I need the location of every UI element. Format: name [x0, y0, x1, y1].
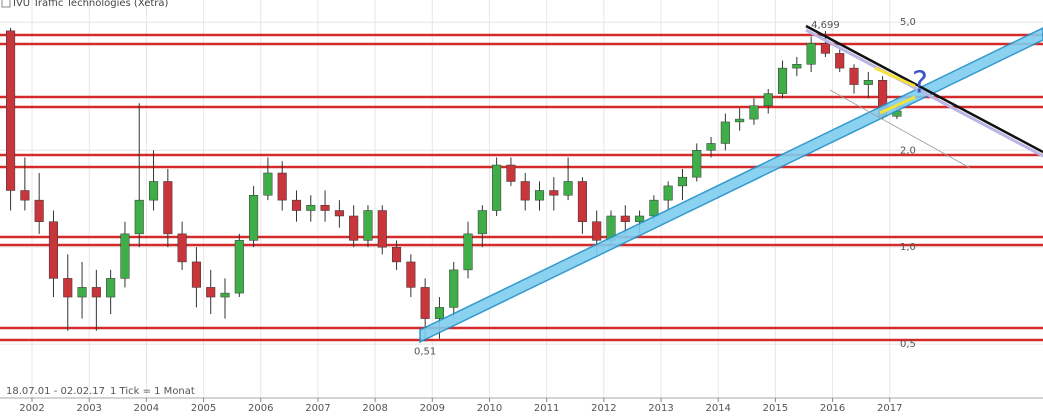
candle-body	[506, 164, 516, 182]
candle-body	[763, 93, 773, 107]
candle-body	[406, 261, 416, 288]
candle-body	[620, 215, 630, 222]
x-tick-label: 2015	[763, 403, 788, 414]
candle-body	[163, 181, 173, 235]
candle-body	[449, 269, 459, 308]
candle-body	[191, 261, 201, 288]
candle-body	[706, 143, 716, 151]
candle-body	[77, 287, 87, 298]
y-tick-label: 5,0	[900, 17, 916, 28]
candle-body	[291, 199, 302, 211]
candle-body	[277, 172, 287, 201]
candle-body	[677, 176, 688, 187]
candle-body	[91, 287, 101, 298]
candle-body	[349, 215, 359, 241]
trend-line	[805, 24, 1043, 154]
candle-body	[206, 287, 216, 298]
annotation: 4,699	[811, 20, 840, 31]
candle-body	[220, 292, 230, 298]
x-tick-label: 2012	[591, 403, 616, 414]
candle-body	[635, 215, 645, 222]
candle-body	[663, 185, 673, 201]
y-tick-label: 0,5	[900, 339, 916, 350]
candle-body	[120, 233, 130, 279]
candle-body	[392, 246, 402, 263]
candle-body	[234, 240, 244, 294]
candle-body	[134, 199, 144, 235]
x-tick-label: 2009	[420, 403, 445, 414]
candle-body	[148, 181, 159, 201]
x-tick-label: 2016	[820, 403, 845, 414]
candle-body	[106, 278, 116, 298]
candle-body	[463, 233, 473, 271]
x-tick-label: 2004	[134, 403, 159, 414]
candle-body	[863, 80, 873, 85]
candle-body	[492, 164, 502, 211]
candle-body	[320, 204, 330, 211]
candle-body	[835, 53, 845, 69]
candle-body	[520, 181, 530, 201]
candle-body	[649, 199, 659, 217]
candle-body	[434, 307, 444, 319]
x-tick-label: 2013	[648, 403, 673, 414]
date-range: 18.07.01 - 02.02.17	[6, 386, 105, 397]
candle-body	[777, 67, 788, 94]
x-tick-label: 2011	[534, 403, 559, 414]
support-levels	[0, 33, 1043, 342]
trend-line	[805, 28, 1043, 158]
candle-body	[6, 30, 16, 191]
x-tick-label: 2007	[305, 403, 330, 414]
x-tick-label: 2008	[362, 403, 387, 414]
candle-body	[577, 181, 587, 222]
candle-body	[720, 121, 730, 144]
candle-body	[592, 221, 602, 241]
candle-body	[534, 190, 545, 201]
y-tick-label: 1,0	[900, 242, 916, 253]
candle-body	[549, 190, 559, 196]
x-tick-label: 2014	[705, 403, 730, 414]
x-tick-label: 2002	[19, 403, 44, 414]
candle-body	[20, 190, 30, 201]
candle-body	[420, 287, 430, 319]
candle-body	[34, 199, 44, 222]
candle-body	[63, 278, 73, 298]
candle-body	[792, 64, 802, 69]
candle-body	[820, 43, 830, 54]
candle-body	[334, 210, 344, 217]
candle-body	[749, 105, 759, 120]
candle-body	[263, 172, 273, 196]
trend-line	[829, 89, 971, 169]
triangle-line	[879, 95, 916, 115]
candles	[6, 27, 902, 342]
candle-body	[306, 204, 316, 211]
x-tick-label: 2003	[76, 403, 101, 414]
x-tick-label: 2017	[877, 403, 902, 414]
triangle-line	[874, 66, 916, 88]
candle-body	[477, 210, 487, 235]
candle-body	[563, 181, 573, 196]
grid	[0, 0, 1043, 398]
candle-body	[363, 210, 373, 241]
chart-title: IVU Traffic Technologies (Xetra)	[13, 0, 169, 9]
icon	[1, 0, 11, 8]
x-tick-label: 2005	[191, 403, 216, 414]
candle-body	[48, 221, 59, 279]
candle-body	[849, 67, 859, 85]
candle-body	[177, 233, 187, 263]
x-tick-label: 2006	[248, 403, 273, 414]
labels: 2002 2003 2004 2005 2006 2007 2008 2009 2010 2011…	[19, 17, 916, 414]
candle-body	[692, 150, 702, 178]
annotation: 0,51	[414, 346, 436, 357]
candle-body	[377, 210, 387, 248]
y-tick-label: 2,0	[900, 145, 916, 156]
question-mark: ?	[912, 66, 928, 101]
candle-body	[249, 194, 259, 241]
candle-body	[806, 43, 816, 65]
x-tick-label: 2010	[477, 403, 502, 414]
uptrend-channel	[419, 27, 1043, 344]
candle-body	[735, 118, 745, 123]
tick-info: 1 Tick = 1 Monat	[110, 386, 195, 397]
